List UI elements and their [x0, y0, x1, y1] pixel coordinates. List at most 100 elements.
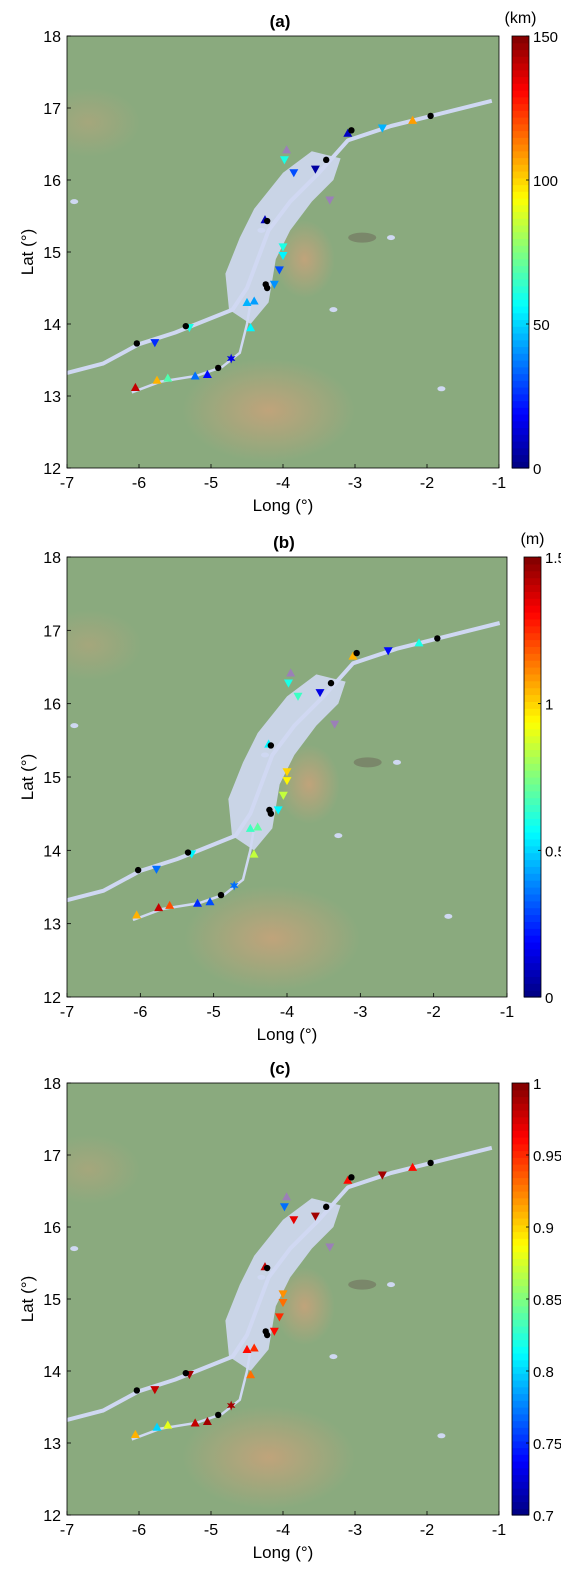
colorbar-segment — [524, 907, 541, 916]
colorbar-segment — [512, 63, 529, 71]
colorbar-tick-label: 0.85 — [533, 1292, 562, 1309]
station-dot — [434, 635, 441, 642]
station-dot — [348, 1174, 355, 1181]
y-tick-label: 13 — [43, 917, 61, 934]
gauge-marker — [279, 156, 289, 165]
colorbar-segment — [524, 969, 541, 977]
gauge-marker — [202, 369, 212, 378]
y-tick-label: 15 — [43, 770, 61, 787]
x-tick-label: -3 — [348, 475, 362, 492]
colorbar-segment — [512, 1224, 529, 1233]
colorbar-segment — [512, 1434, 529, 1442]
colorbar-ticks: 0 50 100 150 — [526, 29, 558, 478]
colorbar-segment — [512, 1312, 529, 1320]
river-bani — [132, 828, 256, 922]
lake — [444, 913, 453, 919]
colorbar-segment — [512, 1488, 529, 1496]
y-tick-label: 13 — [43, 389, 61, 406]
colorbar-segment — [512, 461, 529, 469]
colorbar-segment — [512, 1494, 529, 1503]
colorbar-segment — [524, 618, 541, 627]
colorbar-segment — [524, 811, 541, 819]
lake — [257, 1274, 266, 1280]
colorbar-segment — [524, 728, 541, 737]
y-tick-label: 14 — [43, 843, 61, 860]
station-dot — [353, 649, 360, 657]
colorbar-segment — [512, 272, 529, 280]
x-axis-label: Long (°) — [257, 1025, 318, 1044]
unvalued-marker — [286, 668, 296, 677]
colorbar-segment — [512, 218, 529, 226]
gauge-marker — [274, 266, 284, 275]
x-tick-label: -2 — [420, 1522, 434, 1539]
gauge-marker — [249, 296, 259, 305]
colorbar-segment — [512, 441, 529, 449]
colorbar-segment — [524, 577, 541, 586]
map-background — [67, 557, 507, 997]
colorbar-segment — [512, 211, 529, 219]
colorbar-segment — [512, 252, 529, 260]
colorbar-segment — [512, 387, 529, 395]
colorbar-segment — [524, 598, 541, 606]
colorbar-segment — [524, 646, 541, 654]
gauge-marker — [310, 1212, 320, 1221]
gauge-marker — [282, 777, 292, 786]
colorbar-segment — [512, 1137, 529, 1145]
gauge-marker — [193, 898, 203, 907]
station-dot — [263, 1264, 271, 1272]
gauge-marker — [278, 1299, 288, 1308]
colorbar-segment — [524, 825, 541, 833]
colorbar-tick-label: 150 — [533, 29, 558, 46]
x-tick-label: -7 — [60, 1004, 74, 1021]
colorbar-segment — [512, 279, 529, 287]
colorbar-segment — [512, 76, 529, 84]
colorbar-segment — [524, 900, 541, 909]
panel-c: -7 -6 -5 -4 -3 -2 -1 12 13 14 15 16 17 18 (c) Long (°) L… — [18, 1059, 562, 1562]
lake — [334, 833, 343, 839]
map-background — [67, 36, 499, 468]
colorbar-segment — [524, 838, 541, 847]
colorbar-segment — [512, 1427, 529, 1435]
y-tick-label: 14 — [43, 1364, 61, 1381]
colorbar-segment — [512, 1285, 529, 1293]
colorbar-segment — [512, 225, 529, 233]
gauge-marker — [274, 1313, 284, 1322]
gauge-marker — [278, 252, 288, 261]
lake — [437, 386, 446, 392]
lake — [257, 227, 266, 233]
gauge-marker — [242, 1344, 252, 1353]
colorbar-segment — [512, 1272, 529, 1280]
colorbar-segment — [524, 570, 541, 579]
gauge-marker — [377, 124, 387, 133]
colorbar-segment — [512, 198, 529, 206]
x-tick-label: -2 — [420, 475, 434, 492]
colorbar-segment — [524, 625, 541, 634]
gauge-marker — [293, 692, 303, 701]
highland-west — [67, 87, 141, 157]
colorbar-segment — [512, 306, 529, 314]
y-tick-label: 17 — [43, 1148, 61, 1165]
colorbar-segment — [524, 942, 541, 950]
colorbar-segment — [524, 653, 541, 661]
escarpment — [353, 757, 382, 768]
x-tick-label: -6 — [132, 1522, 146, 1539]
colorbar-segment — [524, 962, 541, 971]
station-dot — [267, 810, 275, 817]
colorbar-segment — [512, 1353, 529, 1361]
colorbar-segment — [524, 722, 541, 730]
gauge-marker — [377, 1171, 387, 1180]
colorbar-segment — [524, 667, 541, 675]
colorbar-segment — [524, 612, 541, 620]
gauge-marker — [315, 689, 325, 698]
gauge-marker — [245, 823, 255, 832]
colorbar-segment — [512, 1467, 529, 1476]
gauge-marker — [163, 373, 173, 382]
colorbar-segment — [512, 137, 529, 145]
colorbar-segment — [524, 680, 541, 689]
colorbar-segment — [512, 1420, 529, 1428]
colorbar-segment — [512, 1110, 529, 1118]
gauge-marker — [278, 791, 288, 800]
marker-layer — [130, 1159, 434, 1438]
gauge-marker — [246, 323, 256, 332]
colorbar-segment — [524, 605, 541, 613]
